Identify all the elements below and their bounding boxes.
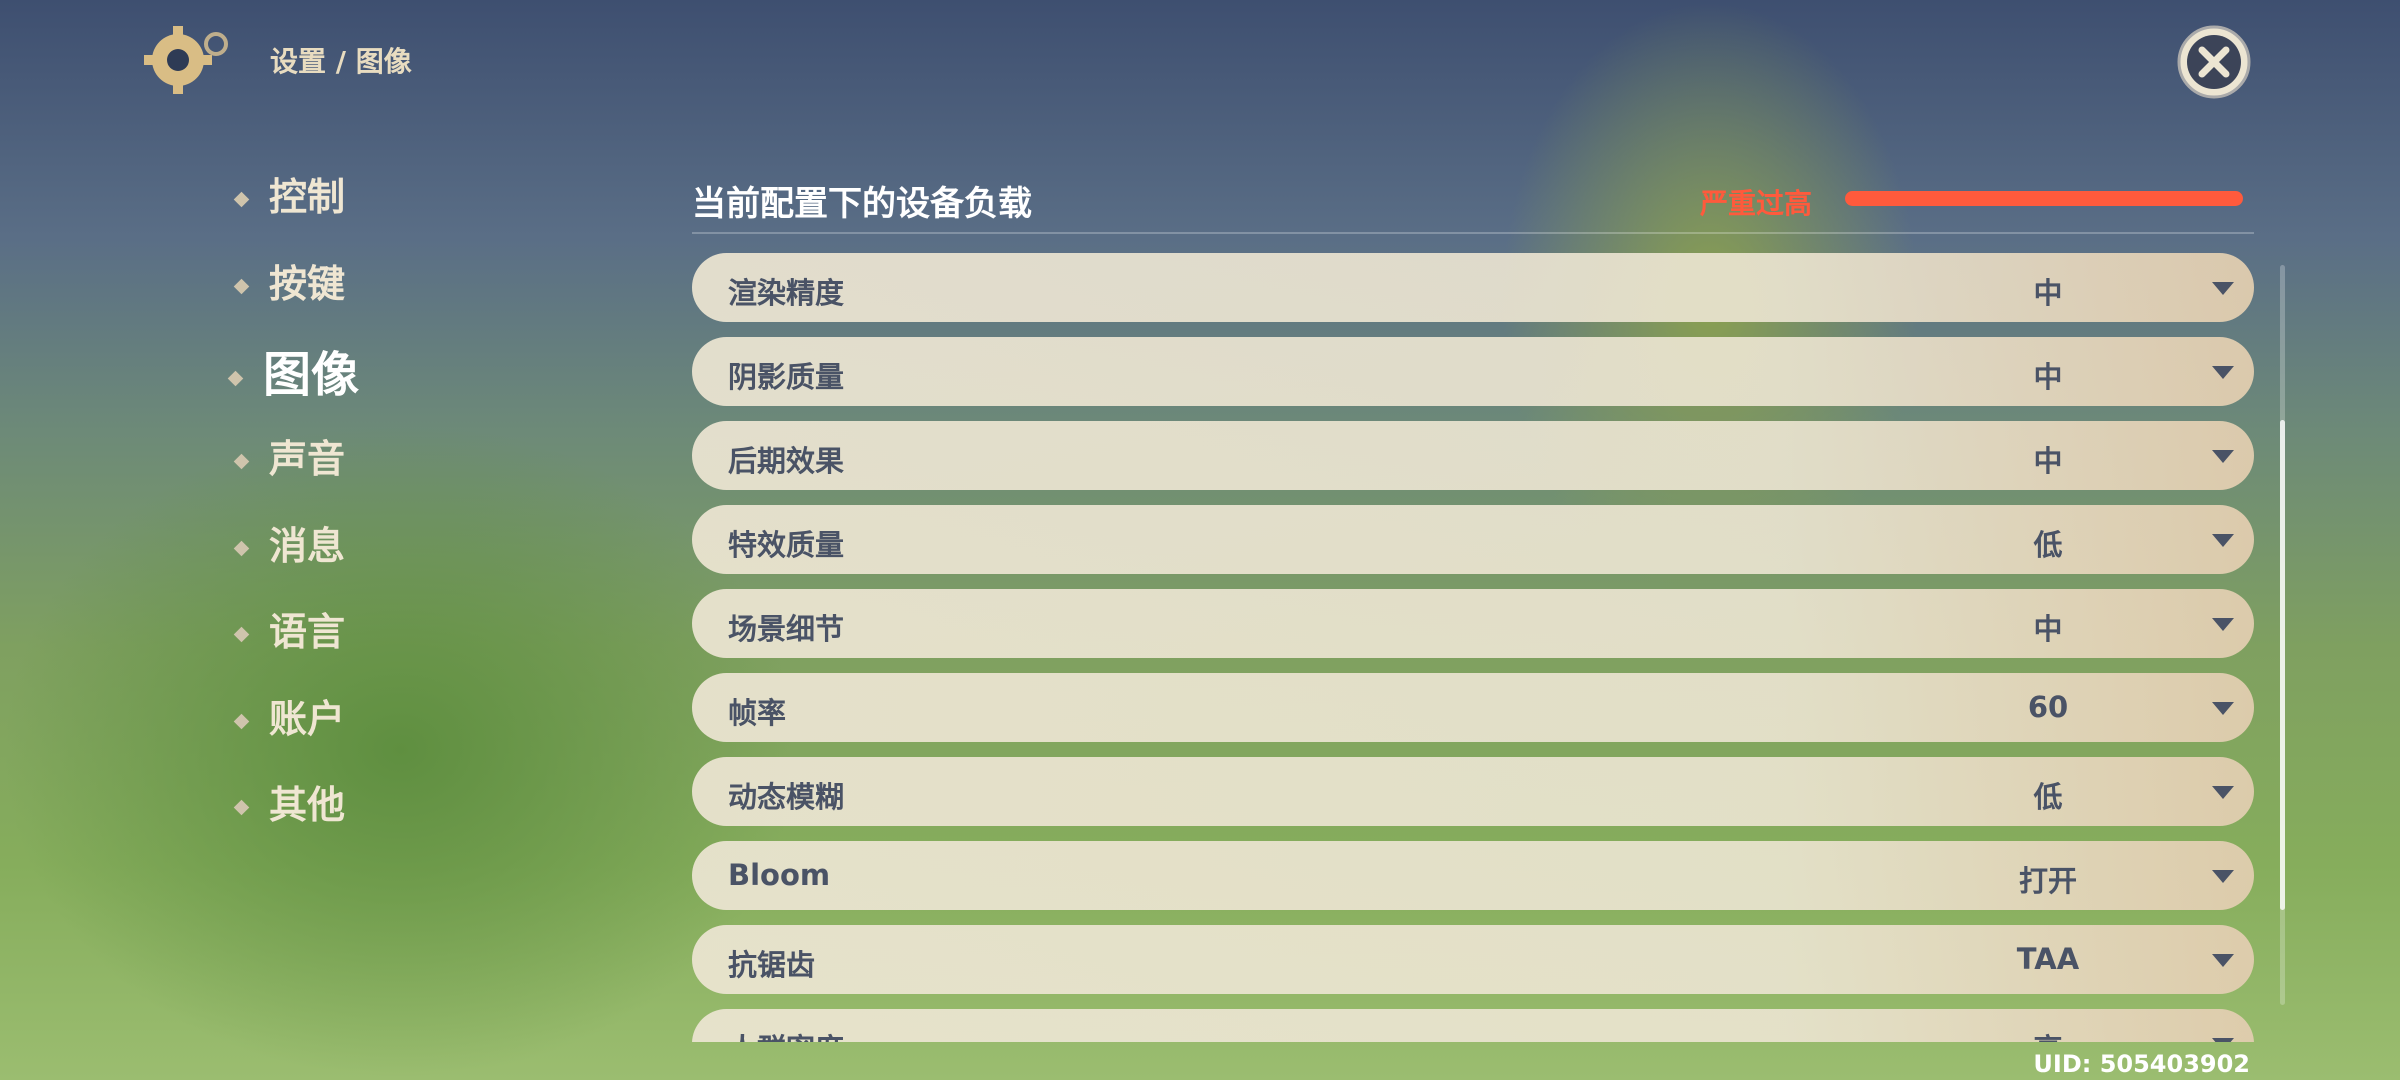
nav-label: 其他 [269,783,346,827]
nav-item[interactable]: 其他 [233,774,346,829]
setting-label: 渲染精度 [728,276,845,310]
dropdown-arrow [2212,366,2234,379]
setting-row[interactable]: 阴影质量 中 [692,337,2254,406]
setting-row[interactable]: 抗锯齿 TAA [692,925,2254,994]
nav-bullet [233,191,250,208]
settings-icon [144,26,228,94]
close-button[interactable] [2176,24,2252,100]
dropdown-arrow [2212,282,2234,295]
setting-row[interactable]: 动态模糊 低 [692,757,2254,826]
nav-label: 声音 [269,437,346,481]
nav-bullet [233,278,250,295]
setting-label: Bloom [728,858,831,892]
setting-value: 打开 [2018,864,2077,898]
setting-label: 抗锯齿 [728,948,816,982]
nav-label: 按键 [269,262,346,306]
nav-label: 账户 [269,697,346,741]
nav-bullet [233,713,250,730]
setting-row[interactable]: 后期效果 中 [692,421,2254,490]
load-bar [1845,191,2243,206]
setting-label: 特效质量 [728,528,845,562]
nav-item[interactable]: 语言 [233,601,346,656]
setting-label: 后期效果 [728,444,845,478]
dropdown-arrow [2212,450,2234,463]
uid: UID: 505403902 [2033,1050,2250,1078]
setting-label: 阴影质量 [728,360,845,394]
background [0,420,800,1080]
setting-label: 人群密度 [728,1026,844,1042]
settings-list: 渲染精度中阴影质量中后期效果中特效质量低场景细节中帧率 60 动态模糊低 Bloom 打… [692,250,2258,1042]
setting-row[interactable]: 帧率 60 [692,673,2254,742]
setting-value: 中 [2033,444,2063,478]
load-status: 严重过高 [1700,187,1813,220]
setting-value: 低 [2033,780,2063,814]
setting-row[interactable]: 特效质量 低 [692,505,2254,574]
setting-row[interactable]: 人群密度 高 [692,1009,2254,1042]
dropdown-arrow [2212,534,2234,547]
nav-item[interactable]: 声音 [233,428,346,483]
nav-bullet [233,626,250,643]
setting-value: TAA [2016,942,2080,976]
nav-label: 语言 [269,610,346,654]
dropdown-arrow [2212,1038,2234,1042]
setting-value: 高 [1948,1026,2148,1042]
scrollbar-thumb[interactable] [2280,420,2285,910]
dropdown-arrow [2212,702,2234,715]
setting-value: 低 [2033,528,2063,562]
setting-value: 中 [2033,612,2063,646]
nav-item[interactable]: 图像 [227,335,360,405]
setting-row[interactable]: Bloom 打开 [692,841,2254,910]
setting-label: 动态模糊 [728,780,845,814]
nav-item[interactable]: 控制 [233,166,346,221]
nav-bullet [233,799,250,816]
breadcrumb: 设置 / 图像 [270,45,412,78]
nav-bullet [227,370,244,386]
load-title: 当前配置下的设备负载 [692,184,1032,224]
setting-value: 中 [2033,360,2063,394]
nav-item[interactable]: 按键 [233,253,346,308]
nav-label: 控制 [269,175,346,219]
nav-label: 消息 [269,524,346,568]
setting-row[interactable]: 场景细节 中 [692,589,2254,658]
nav-label: 图像 [263,347,360,403]
setting-value: 60 [2027,690,2069,724]
nav-item[interactable]: 账户 [233,688,346,743]
nav-bullet [233,453,250,470]
setting-label: 场景细节 [728,612,845,646]
setting-row[interactable]: 渲染精度 中 [692,253,2254,322]
dropdown-arrow [2212,954,2234,967]
setting-value: 中 [2033,276,2063,310]
divider [692,232,2254,234]
nav-bullet [233,540,250,557]
dropdown-arrow [2212,618,2234,631]
dropdown-arrow [2212,870,2234,883]
dropdown-arrow [2212,786,2234,799]
nav-item[interactable]: 消息 [233,515,346,570]
setting-label: 帧率 [728,696,787,730]
